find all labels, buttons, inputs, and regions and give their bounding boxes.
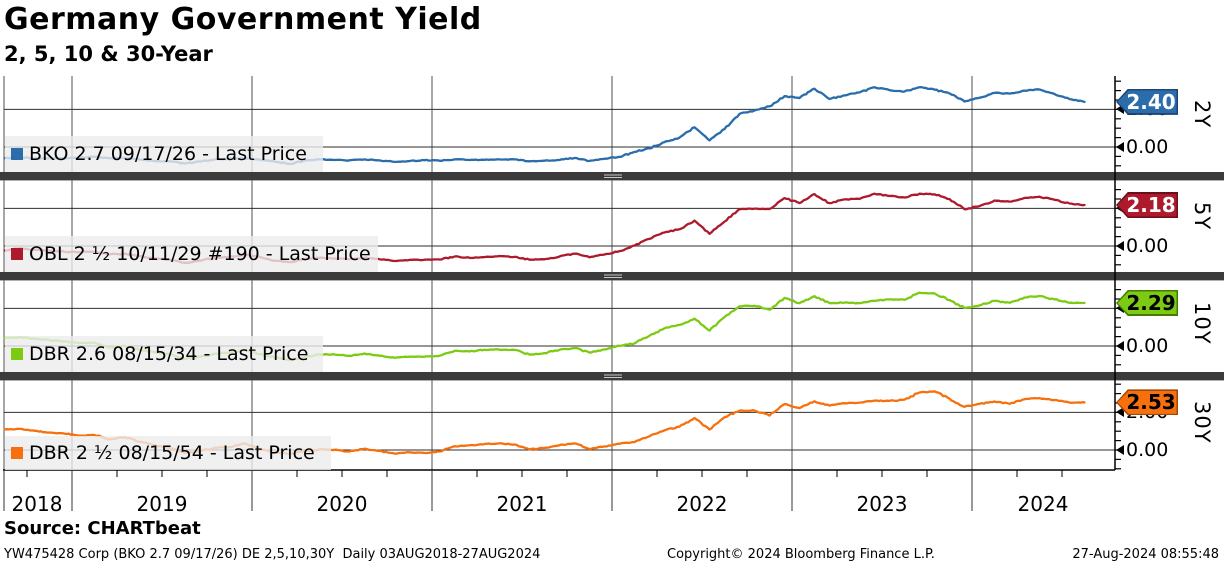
x-label-2023: 2023 [856, 492, 908, 516]
footer-timestamp: 27-Aug-2024 08:55:48 [1072, 547, 1219, 562]
legend-10y[interactable]: DBR 2.6 08/15/34 - Last Price [5, 336, 323, 372]
chart-subtitle: 2, 5, 10 & 30-Year [4, 42, 213, 66]
x-label-2020: 2020 [316, 492, 368, 516]
legend-swatch-2y [11, 148, 23, 160]
source-line: Source: CHARTbeat [4, 518, 201, 539]
tick-arrow-icon [1116, 303, 1124, 314]
tick-arrow-icon [1116, 445, 1124, 455]
y-tick-5y-000: 0.00 [1116, 234, 1168, 258]
last-price-tag-5y: 2.18 [1116, 192, 1178, 219]
last-price-tag-30y: 2.53 [1116, 389, 1178, 416]
tick-arrow-icon [1116, 142, 1124, 152]
x-label-2024: 2024 [1017, 492, 1069, 516]
axis-title-10y: 10Y [1190, 302, 1214, 345]
footer-copyright: Copyright© 2024 Bloomberg Finance L.P. [667, 547, 935, 562]
legend-5y[interactable]: OBL 2 ½ 10/11/29 #190 - Last Price [5, 236, 378, 272]
axis-title-30y: 30Y [1190, 401, 1214, 444]
chart-title: Germany Government Yield [4, 2, 482, 37]
legend-label-5y: OBL 2 ½ 10/11/29 #190 - Last Price [29, 243, 371, 265]
x-label-2022: 2022 [676, 492, 728, 516]
tick-arrow-icon [1116, 341, 1124, 351]
legend-30y[interactable]: DBR 2 ½ 08/15/54 - Last Price [5, 436, 331, 470]
x-label-2018: 2018 [11, 492, 63, 516]
last-price-tag-2y: 2.40 [1116, 88, 1178, 115]
panel-divider[interactable] [0, 372, 1224, 381]
tick-arrow-icon [1116, 407, 1124, 418]
legend-swatch-30y [11, 447, 23, 459]
legend-label-10y: DBR 2.6 08/15/34 - Last Price [29, 343, 309, 365]
legend-label-2y: BKO 2.7 09/17/26 - Last Price [29, 143, 307, 165]
legend-label-30y: DBR 2 ½ 08/15/54 - Last Price [29, 442, 315, 464]
legend-swatch-5y [11, 248, 23, 260]
panel-divider[interactable] [0, 272, 1224, 281]
footer-ticker-info: YW475428 Corp (BKO 2.7 09/17/26) DE 2,5,… [4, 547, 541, 562]
axis-title-2y: 2Y [1190, 100, 1214, 129]
tick-arrow-icon [1116, 104, 1124, 115]
tick-arrow-icon [1116, 241, 1124, 251]
y-tick-10y-000: 0.00 [1116, 334, 1168, 358]
legend-swatch-10y [11, 348, 23, 360]
y-tick-2y-000: 0.00 [1116, 135, 1168, 159]
y-tick-30y-000: 0.00 [1116, 438, 1168, 462]
panel-divider[interactable] [0, 172, 1224, 181]
x-label-2019: 2019 [136, 492, 188, 516]
legend-2y[interactable]: BKO 2.7 09/17/26 - Last Price [5, 136, 323, 172]
x-label-2021: 2021 [496, 492, 548, 516]
axis-title-5y: 5Y [1190, 202, 1214, 231]
last-price-tag-10y: 2.29 [1116, 289, 1178, 316]
